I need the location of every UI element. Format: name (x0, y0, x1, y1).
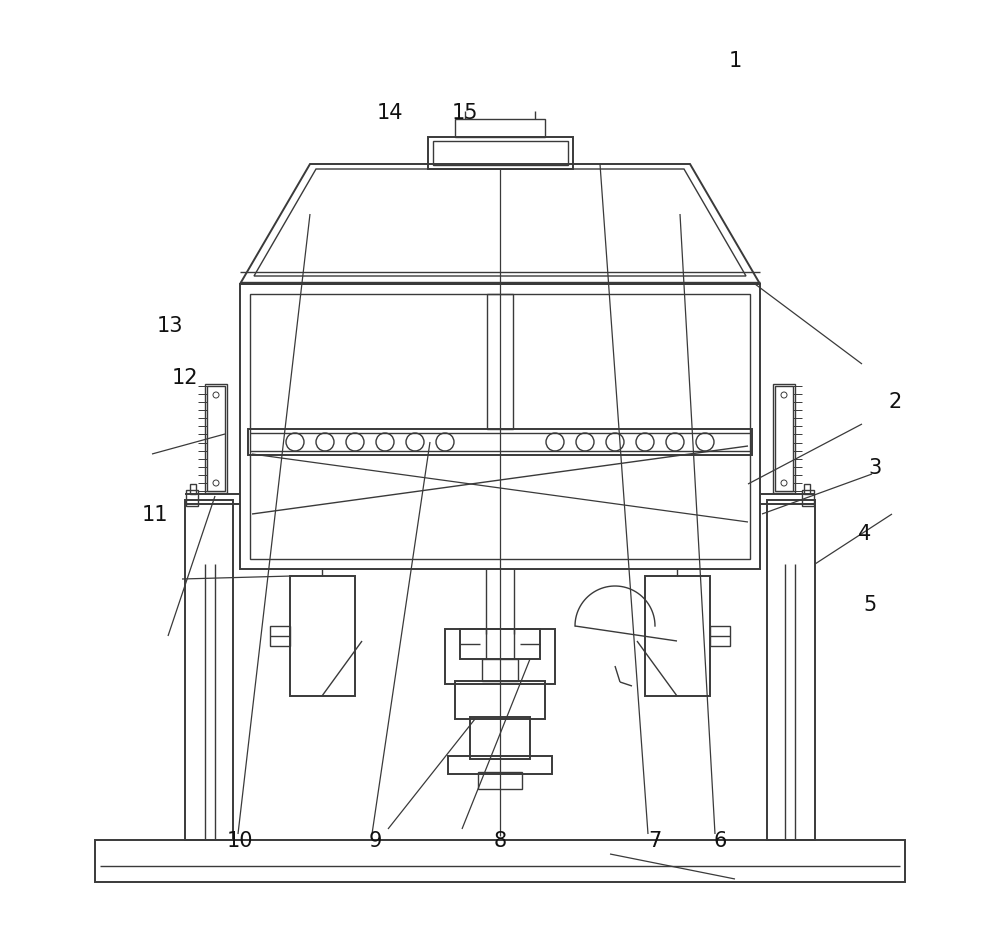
Text: 5: 5 (863, 594, 877, 615)
Bar (767, 500, 815, 840)
Text: 7: 7 (648, 830, 662, 851)
Text: 9: 9 (368, 830, 382, 851)
Bar (290, 577, 355, 697)
Bar (802, 491, 814, 507)
Bar (478, 772, 522, 789)
Bar (773, 384, 795, 494)
Text: 10: 10 (227, 830, 253, 851)
Bar (207, 387, 225, 492)
Bar (448, 756, 552, 774)
Bar (428, 138, 573, 170)
Bar (645, 577, 710, 697)
Bar (482, 659, 518, 682)
Bar (804, 484, 810, 495)
Text: 13: 13 (157, 315, 183, 336)
Text: 15: 15 (452, 103, 478, 124)
Text: 12: 12 (172, 367, 198, 388)
Bar (460, 630, 540, 659)
Bar (710, 626, 730, 647)
Bar (445, 630, 555, 684)
Text: 11: 11 (142, 504, 168, 525)
Bar (185, 500, 233, 840)
Bar (455, 120, 545, 138)
Text: 14: 14 (377, 103, 403, 124)
Bar (270, 626, 290, 647)
Text: 3: 3 (868, 457, 882, 478)
Bar (470, 717, 530, 759)
Bar (775, 387, 793, 492)
Text: 4: 4 (858, 523, 872, 544)
Text: 2: 2 (888, 391, 902, 412)
Bar (205, 384, 227, 494)
Bar (95, 840, 905, 882)
Bar (248, 430, 752, 456)
Bar (186, 491, 198, 507)
Bar (250, 295, 750, 560)
Text: 6: 6 (713, 830, 727, 851)
Bar (190, 484, 196, 495)
Bar (455, 682, 545, 719)
Bar (433, 142, 568, 166)
Bar (487, 295, 513, 430)
Text: 1: 1 (728, 51, 742, 72)
Text: 8: 8 (493, 830, 507, 851)
Bar (240, 285, 760, 569)
